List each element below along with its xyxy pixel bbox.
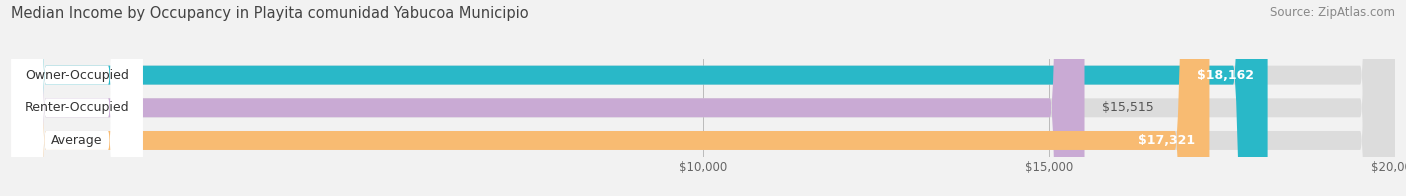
Text: $17,321: $17,321 [1139, 134, 1195, 147]
Text: $18,162: $18,162 [1197, 69, 1254, 82]
FancyBboxPatch shape [11, 0, 142, 196]
Text: Renter-Occupied: Renter-Occupied [25, 101, 129, 114]
FancyBboxPatch shape [11, 0, 1395, 196]
FancyBboxPatch shape [11, 0, 1268, 196]
Text: $15,515: $15,515 [1102, 101, 1153, 114]
Text: Owner-Occupied: Owner-Occupied [25, 69, 129, 82]
FancyBboxPatch shape [11, 0, 1209, 196]
FancyBboxPatch shape [11, 0, 1084, 196]
Text: Median Income by Occupancy in Playita comunidad Yabucoa Municipio: Median Income by Occupancy in Playita co… [11, 6, 529, 21]
FancyBboxPatch shape [11, 0, 142, 196]
FancyBboxPatch shape [11, 0, 1395, 196]
FancyBboxPatch shape [11, 0, 1395, 196]
FancyBboxPatch shape [11, 0, 142, 196]
Text: Average: Average [51, 134, 103, 147]
Text: Source: ZipAtlas.com: Source: ZipAtlas.com [1270, 6, 1395, 19]
